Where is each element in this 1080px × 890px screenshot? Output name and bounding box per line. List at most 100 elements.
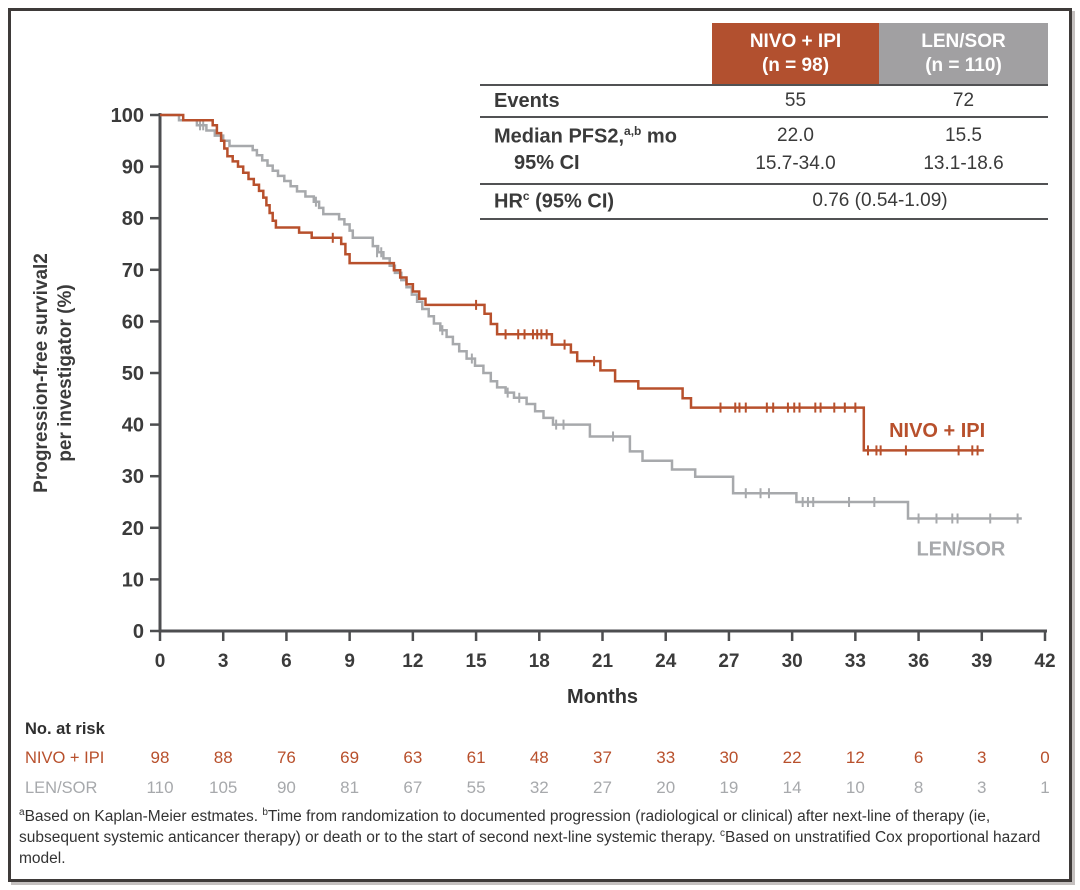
stats-row-95ci: 95% CI 15.7-34.0 13.1-18.6 (480, 150, 1048, 183)
x-tick-label: 12 (402, 651, 423, 672)
y-tick-label: 80 (122, 208, 144, 230)
at-risk-count-nivo-ipi: 37 (593, 748, 612, 767)
km-curve-nivo-ipi (160, 113, 984, 452)
stats-col-header-nivo-ipi: NIVO + IPI (n = 98) (712, 23, 879, 84)
at-risk-header: No. at risk (25, 720, 106, 738)
at-risk-count-nivo-ipi: 6 (914, 748, 923, 767)
at-risk-count-nivo-ipi: 63 (403, 748, 422, 767)
y-axis-title-line: per investigator (%) (55, 284, 76, 461)
x-tick-label: 30 (782, 651, 803, 672)
x-tick-label: 6 (281, 651, 292, 672)
row-label: 95% CI (514, 152, 580, 175)
at-risk-row-label-nivo-ipi: NIVO + IPI (25, 749, 104, 767)
median-len-value: 15.5 (945, 124, 982, 146)
hr-value: 0.76 (0.54-1.09) (812, 190, 948, 212)
ci-nivo-value: 15.7-34.0 (755, 152, 836, 174)
y-tick-label: 20 (122, 518, 144, 540)
at-risk-count-nivo-ipi: 69 (340, 748, 359, 767)
label-text: Median PFS2, (494, 125, 625, 148)
col-n: (n = 110) (925, 54, 1002, 76)
ci-len-value: 13.1-18.6 (923, 152, 1004, 174)
at-risk-count-nivo-ipi: 98 (151, 748, 170, 767)
at-risk-count-len-sor: 67 (403, 778, 422, 797)
events-nivo-value: 55 (784, 90, 807, 111)
stats-col-header-len-sor: LEN/SOR (n = 110) (879, 23, 1048, 84)
median-nivo-value: 22.0 (777, 124, 814, 146)
km-figure: 0 10 20 30 40 50 60 70 80 90 100 0 3 6 9 12 15 18 21 24 27 30… (8, 8, 1072, 882)
y-tick-label: 40 (122, 415, 144, 437)
footnote-superscript: b (262, 807, 268, 818)
y-tick-label: 70 (122, 260, 144, 282)
at-risk-count-len-sor: 3 (977, 778, 986, 797)
label-superscript: a,b (624, 123, 642, 138)
x-tick-label: 36 (908, 651, 929, 672)
at-risk-count-nivo-ipi: 0 (1040, 748, 1049, 767)
col-n: (n = 98) (761, 54, 830, 76)
at-risk-count-len-sor: 19 (719, 778, 738, 797)
footnote-segment-c: cBased on unstratified Cox proportional … (19, 828, 1041, 868)
y-tick-label: 100 (111, 105, 144, 127)
at-risk-row-label-len-sor: LEN/SOR (25, 779, 98, 797)
footnote-text: Time from randomization to documented pr… (19, 808, 991, 847)
at-risk-count-nivo-ipi: 33 (656, 748, 675, 767)
at-risk-count-len-sor: 20 (656, 778, 675, 797)
curve-label-nivo-ipi: NIVO + IPI (889, 420, 985, 442)
footnote-segment-a: aBased on Kaplan-Meier estmates. (19, 807, 263, 826)
at-risk-count-nivo-ipi: 61 (467, 748, 486, 767)
x-tick-label: 39 (971, 651, 992, 672)
x-tick-label: 27 (718, 651, 739, 672)
stats-row-hazard-ratio: HRc (95% CI) 0.76 (0.54-1.09) (480, 183, 1048, 220)
x-tick-label: 0 (155, 651, 166, 672)
label-text: HR (494, 190, 523, 213)
row-label: Median PFS2,a,b mo (480, 124, 712, 149)
stats-row-median-pfs2: Median PFS2,a,b mo 22.0 15.5 (480, 118, 1048, 151)
y-axis-title-line: Progression-free survival2 (31, 253, 52, 493)
x-tick-label: 42 (1034, 651, 1055, 672)
x-tick-label: 21 (592, 651, 614, 672)
at-risk-count-len-sor: 32 (530, 778, 549, 797)
at-risk-count-len-sor: 90 (277, 778, 296, 797)
y-tick-label: 30 (122, 466, 144, 488)
y-tick-label: 0 (133, 621, 144, 643)
at-risk-count-nivo-ipi: 3 (977, 748, 986, 767)
footnote-superscript: a (19, 807, 25, 818)
at-risk-count-len-sor: 81 (340, 778, 359, 797)
stats-table: NIVO + IPI (n = 98) LEN/SOR (n = 110) Ev… (480, 23, 1048, 220)
y-tick-label: 90 (122, 157, 144, 179)
at-risk-count-len-sor: 14 (783, 778, 802, 797)
x-tick-label: 3 (218, 651, 229, 672)
y-tick-label: 10 (122, 569, 144, 591)
footnote-text: Based on Kaplan-Meier estmates. (24, 808, 263, 826)
at-risk-count-nivo-ipi: 30 (719, 748, 738, 767)
x-tick-label: 9 (344, 651, 355, 672)
label-text: (95% CI) (529, 190, 615, 213)
footnote-segment-b: bTime from randomization to documented p… (19, 807, 991, 847)
at-risk-count-len-sor: 8 (914, 778, 923, 797)
at-risk-count-len-sor: 110 (146, 778, 173, 797)
y-tick-label: 60 (122, 311, 144, 333)
label-text: mo (641, 125, 677, 148)
at-risk-count-nivo-ipi: 76 (277, 748, 296, 767)
footnote: aBased on Kaplan-Meier estmates. bTime f… (19, 806, 1057, 870)
at-risk-count-len-sor: 105 (209, 778, 237, 797)
x-tick-label: 18 (529, 651, 550, 672)
events-len-value: 72 (952, 90, 975, 111)
x-tick-label: 24 (655, 651, 677, 672)
stats-table-header: NIVO + IPI (n = 98) LEN/SOR (n = 110) (480, 23, 1048, 84)
at-risk-count-len-sor: 1 (1040, 778, 1049, 797)
row-label: Events (494, 89, 560, 112)
x-axis-title: Months (567, 686, 638, 708)
stats-row-events: Events 55 72 (480, 86, 1048, 118)
stats-table-body: Events 55 72 Median PFS2,a,b mo 22.0 15.… (480, 83, 1048, 220)
at-risk-count-len-sor: 27 (593, 778, 612, 797)
footnote-text: Based on unstratified Cox proportional h… (19, 829, 1041, 868)
row-label: HRc (95% CI) (480, 189, 712, 214)
y-tick-label: 50 (122, 363, 144, 385)
x-tick-label: 15 (466, 651, 488, 672)
at-risk-count-nivo-ipi: 88 (214, 748, 233, 767)
curve-label-len-sor: LEN/SOR (916, 539, 1005, 561)
at-risk-count-nivo-ipi: 48 (530, 748, 549, 767)
col-name: LEN/SOR (921, 31, 1006, 52)
at-risk-count-nivo-ipi: 22 (783, 748, 802, 767)
